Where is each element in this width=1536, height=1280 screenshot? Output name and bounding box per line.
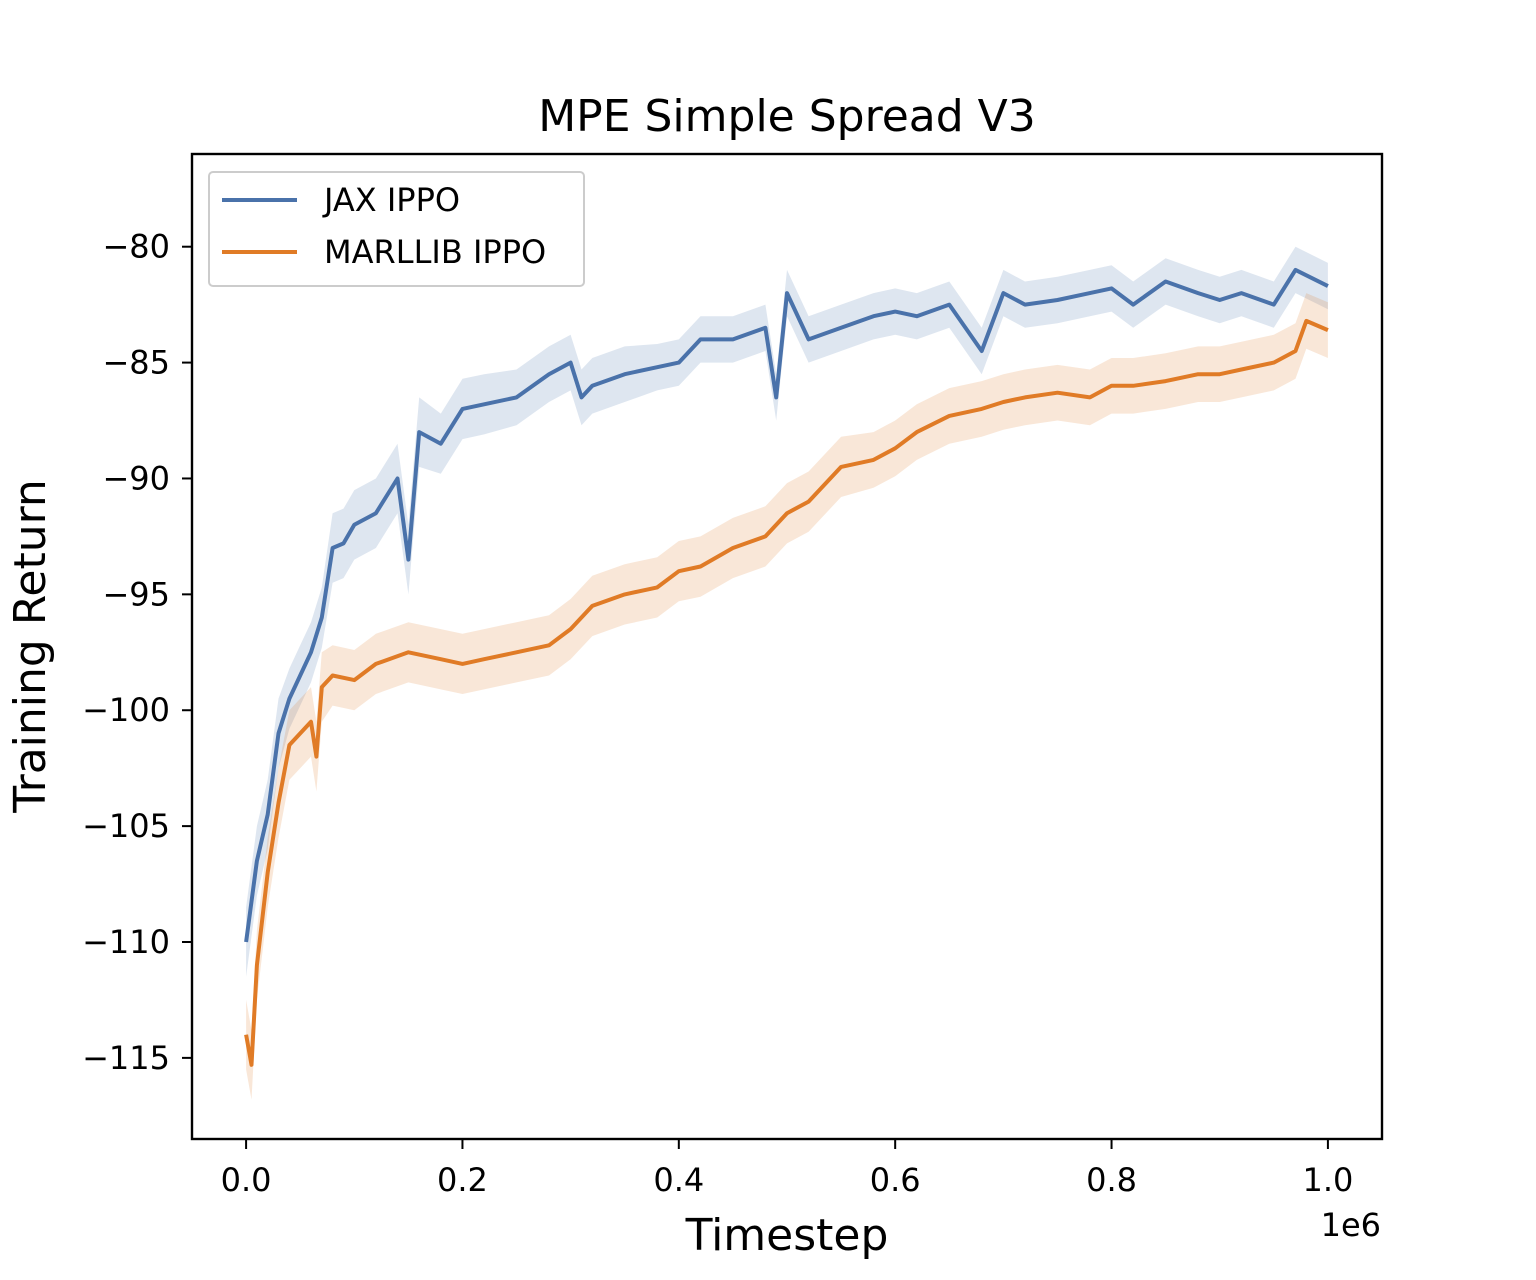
plot-frame xyxy=(190,152,1384,1141)
y-tick-label: −80 xyxy=(102,228,170,266)
x-tick-label: 1.0 xyxy=(1302,1161,1353,1199)
y-tick-label: −105 xyxy=(82,807,170,845)
x-tick-label: 0.8 xyxy=(1086,1161,1137,1199)
x-tick-label: 0.6 xyxy=(870,1161,921,1199)
y-axis-label: Training Return xyxy=(5,479,56,814)
y-tick-label: −100 xyxy=(82,691,170,729)
x-tick-label: 0.0 xyxy=(221,1161,272,1199)
y-tick-label: −90 xyxy=(102,459,170,497)
x-axis-offset-label: 1e6 xyxy=(1321,1206,1381,1244)
legend-label-marllib-ippo: MARLLIB IPPO xyxy=(324,233,546,271)
chart-title: MPE Simple Spread V3 xyxy=(538,91,1036,142)
band-jax-ippo xyxy=(246,246,1328,977)
series-lines xyxy=(244,267,1329,1067)
x-tick-label: 0.2 xyxy=(437,1161,488,1199)
legend: JAX IPPO MARLLIB IPPO xyxy=(208,171,585,287)
series-line-marllib-ippo xyxy=(244,318,1329,1067)
legend-box xyxy=(208,171,585,287)
x-tick-label: 0.4 xyxy=(653,1161,704,1199)
x-axis-label: Timestep xyxy=(685,1210,889,1261)
x-axis-ticks: 0.0 0.2 0.4 0.6 0.8 1.0 xyxy=(221,1139,1353,1199)
y-tick-label: −85 xyxy=(102,344,170,382)
y-tick-label: −110 xyxy=(82,923,170,961)
series-line-jax-ippo xyxy=(244,267,1329,943)
y-tick-label: −95 xyxy=(102,575,170,613)
legend-label-jax-ippo: JAX IPPO xyxy=(322,181,460,219)
y-tick-label: −115 xyxy=(82,1039,170,1077)
y-axis-ticks: −80 −85 −90 −95 −100 −105 −110 −115 xyxy=(82,228,192,1077)
